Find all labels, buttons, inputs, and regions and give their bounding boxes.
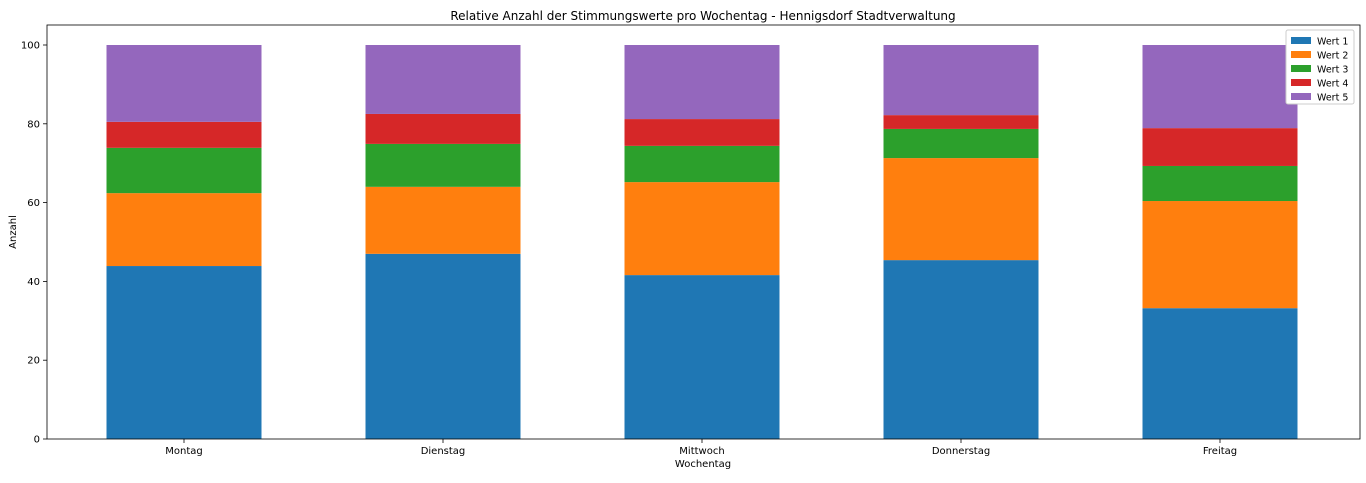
y-tick-label: 60 <box>27 198 40 209</box>
bar-segment-wert-3 <box>624 145 780 183</box>
bar-segment-wert-5 <box>106 45 262 122</box>
bar-segment-wert-1 <box>883 260 1039 439</box>
y-tick-label: 20 <box>27 356 40 367</box>
x-tick-label: Donnerstag <box>932 446 990 457</box>
bar-segment-wert-5 <box>883 45 1039 116</box>
bar-segment-wert-1 <box>1142 308 1298 439</box>
y-axis-label: Anzahl <box>8 215 19 249</box>
bar-segment-wert-3 <box>1142 165 1298 202</box>
y-tick-label: 100 <box>21 41 40 52</box>
bar-segment-wert-4 <box>624 119 780 146</box>
bar-segment-wert-5 <box>624 45 780 120</box>
legend-label: Wert 1 <box>1317 37 1348 48</box>
x-tick-label: Freitag <box>1203 446 1237 457</box>
bar-segment-wert-3 <box>106 147 262 194</box>
bar-segment-wert-4 <box>1142 128 1298 166</box>
x-tick-label: Mittwoch <box>679 446 724 457</box>
x-tick-label: Dienstag <box>421 446 466 457</box>
bar-segment-wert-2 <box>1142 201 1298 309</box>
bar-segment-wert-2 <box>883 158 1039 261</box>
legend-label: Wert 4 <box>1317 79 1348 90</box>
bar-segment-wert-2 <box>106 193 262 267</box>
legend: Wert 1 Wert 2 Wert 3 Wert 4 Wert 5 <box>1285 29 1355 105</box>
legend-swatch <box>1291 79 1311 86</box>
bar-segment-wert-2 <box>365 186 521 254</box>
legend-label: Wert 5 <box>1317 93 1348 104</box>
bar-segment-wert-4 <box>106 121 262 148</box>
legend-label: Wert 2 <box>1317 51 1348 62</box>
bar-segment-wert-2 <box>624 182 780 276</box>
plot-frame <box>46 24 1361 440</box>
x-tick-label: Montag <box>165 446 202 457</box>
legend-swatch <box>1291 65 1311 72</box>
bar-segment-wert-3 <box>365 143 521 187</box>
bar-segment-wert-1 <box>624 275 780 439</box>
x-axis-label: Wochentag <box>675 459 731 470</box>
chart-title: Relative Anzahl der Stimmungswerte pro W… <box>450 9 955 23</box>
bar-segment-wert-4 <box>365 113 521 144</box>
legend-label: Wert 3 <box>1317 65 1348 76</box>
legend-swatch <box>1291 51 1311 58</box>
bar-segment-wert-4 <box>883 115 1039 129</box>
y-tick-label: 0 <box>34 435 40 446</box>
bar-segment-wert-3 <box>883 128 1039 159</box>
bar-segment-wert-1 <box>365 253 521 439</box>
y-tick-label: 40 <box>27 277 40 288</box>
bar-segment-wert-5 <box>365 45 521 114</box>
y-tick-label: 80 <box>27 119 40 130</box>
bar-segment-wert-1 <box>106 266 262 439</box>
legend-swatch <box>1291 93 1311 100</box>
legend-swatch <box>1291 37 1311 44</box>
bar-segment-wert-5 <box>1142 45 1298 129</box>
